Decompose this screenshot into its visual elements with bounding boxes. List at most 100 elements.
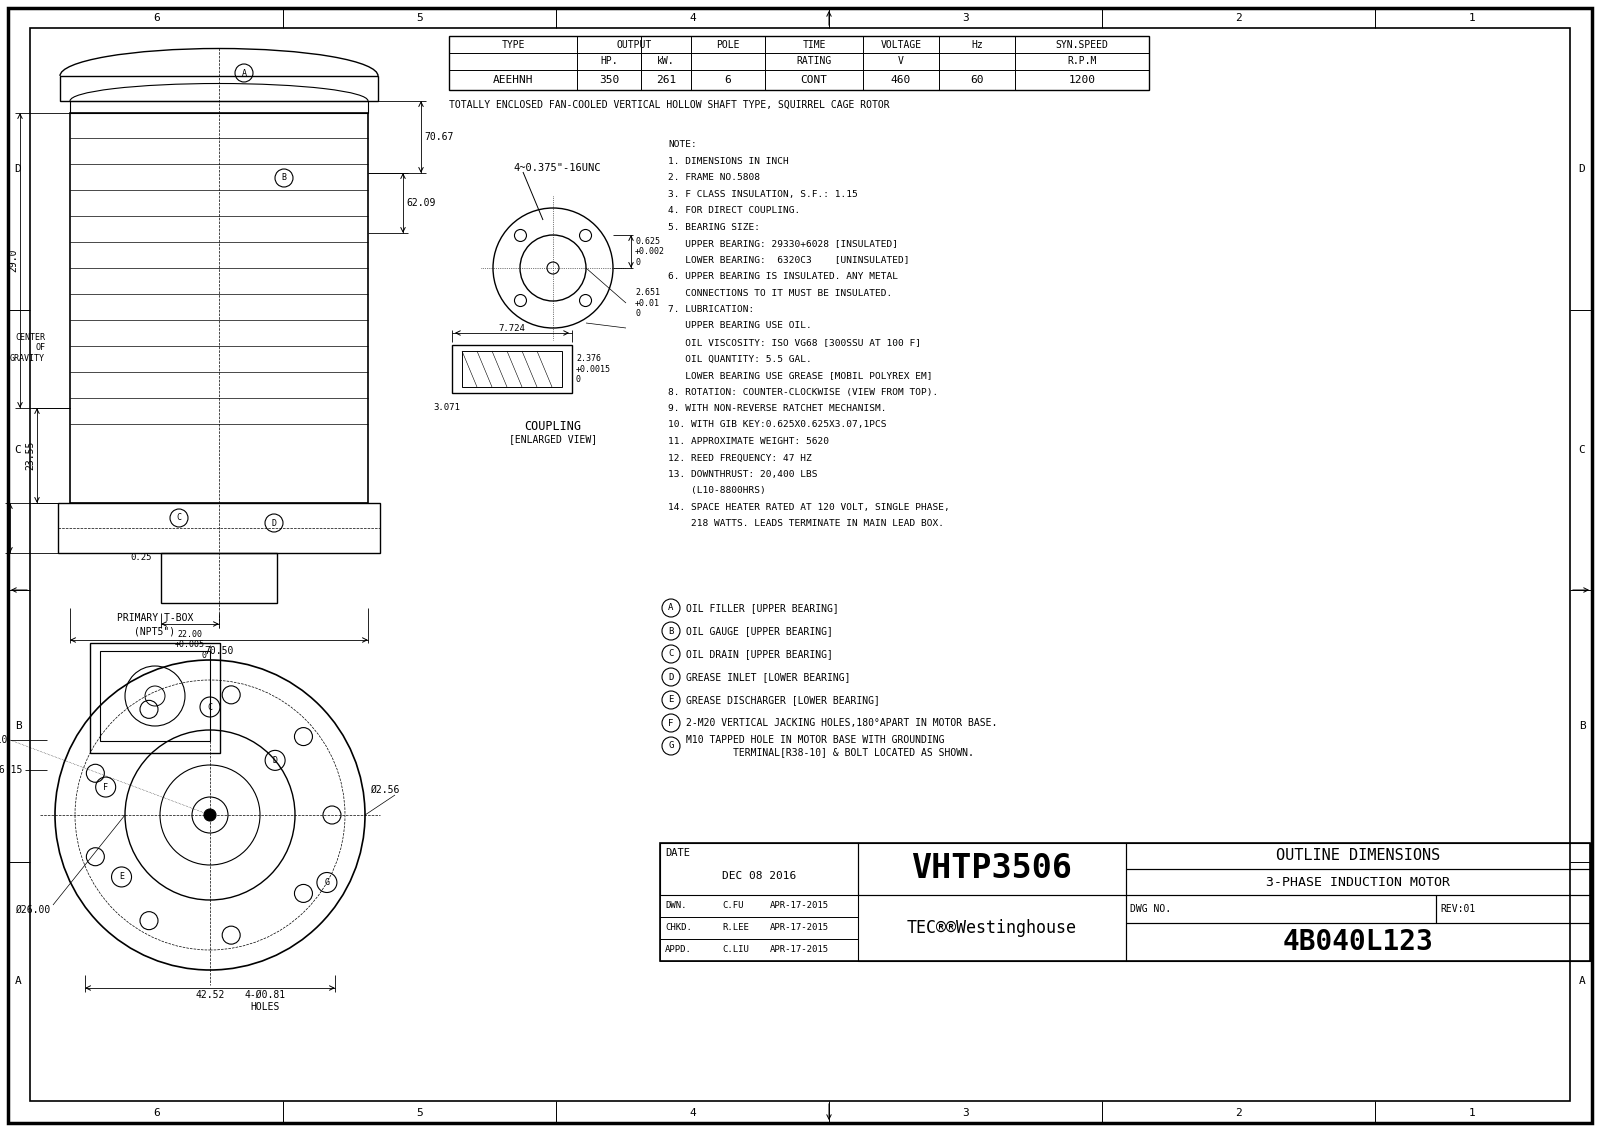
- Circle shape: [205, 809, 216, 821]
- Text: 10. WITH GIB KEY:0.625X0.625X3.07,1PCS: 10. WITH GIB KEY:0.625X0.625X3.07,1PCS: [669, 421, 886, 430]
- Text: TYPE: TYPE: [501, 40, 525, 50]
- Bar: [1126, 895, 1437, 923]
- Text: [ENLARGED VIEW]: [ENLARGED VIEW]: [509, 434, 597, 444]
- Text: 5: 5: [416, 12, 422, 23]
- Text: APR-17-2015: APR-17-2015: [770, 901, 829, 910]
- Text: A: A: [14, 976, 21, 986]
- Text: Hz: Hz: [971, 40, 982, 50]
- Bar: [1126, 923, 1590, 961]
- Text: VOLTAGE: VOLTAGE: [880, 40, 922, 50]
- Text: (NPT5"): (NPT5"): [134, 625, 176, 636]
- Text: 5. BEARING SIZE:: 5. BEARING SIZE:: [669, 223, 760, 232]
- Text: 11. APPROXIMATE WEIGHT: 5620: 11. APPROXIMATE WEIGHT: 5620: [669, 437, 829, 446]
- Text: RATING: RATING: [797, 57, 832, 67]
- Text: 2.651
+0.01
0: 2.651 +0.01 0: [635, 288, 661, 318]
- Text: 4. FOR DIRECT COUPLING.: 4. FOR DIRECT COUPLING.: [669, 206, 800, 215]
- Text: 13. DOWNTHRUST: 20,400 LBS: 13. DOWNTHRUST: 20,400 LBS: [669, 470, 818, 480]
- Bar: [858, 843, 1126, 895]
- Text: C.FU: C.FU: [722, 901, 744, 910]
- Text: 7.724: 7.724: [499, 323, 525, 333]
- Text: G: G: [669, 742, 674, 751]
- Text: 4~0.375"-16UNC: 4~0.375"-16UNC: [514, 163, 600, 173]
- Text: B: B: [669, 627, 674, 636]
- Text: 70.50: 70.50: [205, 646, 234, 656]
- Text: GREASE DISCHARGER [LOWER BEARING]: GREASE DISCHARGER [LOWER BEARING]: [686, 696, 880, 705]
- Text: 8. ROTATION: COUNTER-CLOCKWISE (VIEW FROM TOP).: 8. ROTATION: COUNTER-CLOCKWISE (VIEW FRO…: [669, 388, 938, 397]
- Text: 62.09: 62.09: [406, 198, 435, 208]
- Text: 2-M20 VERTICAL JACKING HOLES,180°APART IN MOTOR BASE.: 2-M20 VERTICAL JACKING HOLES,180°APART I…: [686, 718, 997, 728]
- Text: 2. FRAME NO.5808: 2. FRAME NO.5808: [669, 173, 760, 182]
- Text: 4: 4: [690, 12, 696, 23]
- Text: DWG NO.: DWG NO.: [1130, 904, 1171, 914]
- Text: C: C: [669, 649, 674, 658]
- Text: 350: 350: [598, 75, 619, 85]
- Text: A: A: [1579, 976, 1586, 986]
- Text: DEC 08 2016: DEC 08 2016: [722, 871, 797, 881]
- Text: D: D: [272, 518, 277, 527]
- Text: CENTER
OF
GRAVITY: CENTER OF GRAVITY: [10, 334, 45, 363]
- Bar: [58, 503, 381, 553]
- Text: OIL QUANTITY: 5.5 GAL.: OIL QUANTITY: 5.5 GAL.: [669, 354, 811, 363]
- Text: OIL FILLER [UPPER BEARING]: OIL FILLER [UPPER BEARING]: [686, 603, 838, 613]
- Text: AEEHNH: AEEHNH: [493, 75, 533, 85]
- Text: OUTPUT: OUTPUT: [616, 40, 651, 50]
- Text: A: A: [242, 69, 246, 78]
- Text: SYN.SPEED: SYN.SPEED: [1056, 40, 1109, 50]
- Text: 460: 460: [891, 75, 910, 85]
- Text: GREASE INLET [LOWER BEARING]: GREASE INLET [LOWER BEARING]: [686, 672, 851, 682]
- Text: 7. LUBRICATION:: 7. LUBRICATION:: [669, 305, 754, 314]
- Text: HP.: HP.: [600, 57, 618, 67]
- Bar: [162, 553, 277, 603]
- Text: R.LEE: R.LEE: [722, 924, 749, 932]
- Text: LOWER BEARING:  6320C3    [UNINSULATED]: LOWER BEARING: 6320C3 [UNINSULATED]: [669, 256, 909, 265]
- Text: 6. UPPER BEARING IS INSULATED. ANY METAL: 6. UPPER BEARING IS INSULATED. ANY METAL: [669, 271, 898, 280]
- Text: M10 TAPPED HOLE IN MOTOR BASE WITH GROUNDING
        TERMINAL[R38-10] & BOLT LOC: M10 TAPPED HOLE IN MOTOR BASE WITH GROUN…: [686, 735, 974, 757]
- Text: F: F: [669, 718, 674, 727]
- Text: 3-PHASE INDUCTION MOTOR: 3-PHASE INDUCTION MOTOR: [1266, 875, 1450, 889]
- Text: TIME: TIME: [802, 40, 826, 50]
- Text: 22.00
+0.005
      0: 22.00 +0.005 0: [173, 630, 208, 659]
- Text: 4B040L123: 4B040L123: [1283, 929, 1434, 956]
- Text: C: C: [1579, 444, 1586, 455]
- Bar: [453, 345, 573, 392]
- Bar: [99, 651, 210, 741]
- Bar: [1126, 843, 1590, 869]
- Text: CHKD.: CHKD.: [666, 924, 691, 932]
- Text: 2: 2: [1235, 1108, 1242, 1119]
- Text: DATE: DATE: [666, 848, 690, 858]
- Text: OIL VISCOSITY: ISO VG68 [300SSU AT 100 F]: OIL VISCOSITY: ISO VG68 [300SSU AT 100 F…: [669, 338, 922, 347]
- Text: CONNECTIONS TO IT MUST BE INSULATED.: CONNECTIONS TO IT MUST BE INSULATED.: [669, 288, 893, 297]
- Text: 3: 3: [962, 1108, 970, 1119]
- Text: 12. REED FREQUENCY: 47 HZ: 12. REED FREQUENCY: 47 HZ: [669, 454, 811, 463]
- Bar: [1126, 869, 1590, 895]
- Text: 60: 60: [970, 75, 984, 85]
- Text: 26.15: 26.15: [0, 765, 22, 775]
- Text: D: D: [272, 756, 278, 765]
- Text: 2: 2: [1235, 12, 1242, 23]
- Text: D: D: [14, 164, 21, 174]
- Text: OUTLINE DIMENSIONS: OUTLINE DIMENSIONS: [1275, 848, 1440, 863]
- Bar: [70, 101, 368, 113]
- Text: TEC®®Westinghouse: TEC®®Westinghouse: [907, 920, 1077, 936]
- Text: 0.625
+0.002
0: 0.625 +0.002 0: [635, 238, 666, 267]
- Text: (L10-8800HRS): (L10-8800HRS): [669, 486, 766, 495]
- Text: 14. SPACE HEATER RATED AT 120 VOLT, SINGLE PHASE,: 14. SPACE HEATER RATED AT 120 VOLT, SING…: [669, 503, 950, 512]
- Bar: [661, 917, 858, 939]
- Text: C: C: [14, 444, 21, 455]
- Text: E: E: [669, 696, 674, 705]
- Text: 29.0: 29.0: [8, 249, 18, 273]
- Bar: [90, 644, 221, 753]
- Text: Ø2.56: Ø2.56: [370, 785, 400, 795]
- Text: COUPLING: COUPLING: [525, 420, 581, 433]
- Bar: [61, 76, 378, 101]
- Bar: [1437, 895, 1590, 923]
- Text: F: F: [102, 783, 109, 792]
- Bar: [661, 843, 1590, 961]
- Text: 1: 1: [1469, 1108, 1475, 1119]
- Text: UPPER BEARING USE OIL.: UPPER BEARING USE OIL.: [669, 321, 811, 330]
- Text: 1: 1: [1469, 12, 1475, 23]
- Bar: [462, 351, 562, 387]
- Bar: [661, 939, 858, 961]
- Bar: [70, 113, 368, 503]
- Text: 5: 5: [416, 1108, 422, 1119]
